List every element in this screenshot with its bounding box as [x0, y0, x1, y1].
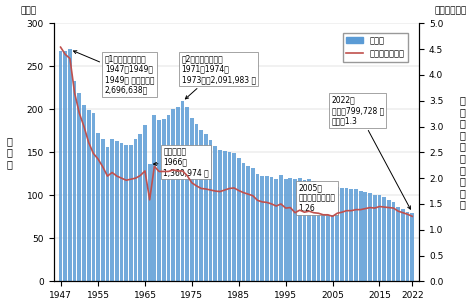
Bar	[134, 138, 137, 281]
Bar	[228, 152, 231, 281]
Bar	[185, 107, 189, 281]
Bar	[312, 181, 316, 281]
Bar	[359, 191, 363, 281]
Bar	[96, 133, 100, 281]
Text: 2005年
過去最低の出生率
1.26: 2005年 過去最低の出生率 1.26	[299, 183, 336, 213]
Bar	[181, 102, 184, 281]
Bar	[265, 176, 269, 281]
Bar	[349, 189, 353, 281]
Bar	[336, 188, 339, 281]
Bar	[382, 197, 386, 281]
Bar	[326, 186, 330, 281]
Bar	[246, 165, 250, 281]
Bar	[148, 164, 152, 281]
Bar	[260, 176, 264, 281]
Bar	[302, 180, 306, 281]
Bar	[255, 174, 259, 281]
Bar	[317, 182, 320, 281]
Bar	[354, 189, 358, 281]
Bar	[204, 134, 208, 281]
Bar	[223, 151, 227, 281]
Bar	[190, 118, 194, 281]
Bar	[298, 178, 301, 281]
Bar	[401, 209, 405, 281]
Bar	[232, 153, 236, 281]
Bar	[157, 120, 161, 281]
Legend: 出生数, 合計特殊出生率: 出生数, 合計特殊出生率	[343, 33, 408, 62]
Bar	[274, 179, 278, 281]
Bar	[162, 119, 165, 281]
Bar	[270, 177, 273, 281]
Bar	[64, 51, 67, 281]
Bar	[91, 113, 95, 281]
Bar	[77, 93, 81, 281]
Bar	[106, 147, 109, 281]
Bar	[396, 207, 400, 281]
Bar	[138, 134, 142, 281]
Bar	[378, 195, 381, 281]
Bar	[307, 179, 311, 281]
Bar	[340, 188, 344, 281]
Bar	[237, 158, 241, 281]
Text: ひのえうま
1966年
1,360,974 人: ひのえうま 1966年 1,360,974 人	[154, 147, 209, 177]
Bar	[101, 139, 105, 281]
Bar	[213, 146, 217, 281]
Bar	[82, 105, 86, 281]
Bar	[331, 190, 335, 281]
Bar	[115, 141, 118, 281]
Bar	[209, 140, 212, 281]
Text: （万）: （万）	[20, 6, 36, 15]
Bar	[153, 115, 156, 281]
Bar	[129, 145, 133, 281]
Bar	[143, 125, 147, 281]
Bar	[73, 80, 76, 281]
Y-axis label: 出
生
数: 出 生 数	[7, 136, 13, 169]
Bar	[406, 212, 410, 281]
Bar	[87, 111, 91, 281]
Bar	[119, 143, 123, 281]
Text: 2022年
出生数799,728 人
出生率1.3: 2022年 出生数799,728 人 出生率1.3	[331, 95, 410, 209]
Bar	[345, 188, 348, 281]
Bar	[176, 107, 180, 281]
Bar	[284, 179, 288, 281]
Bar	[279, 175, 283, 281]
Bar	[392, 202, 395, 281]
Bar	[289, 177, 292, 281]
Bar	[166, 115, 170, 281]
Bar	[387, 200, 391, 281]
Bar	[171, 109, 175, 281]
Bar	[242, 162, 246, 281]
Y-axis label: 合
計
特
殊
出
生
率
（
人
口: 合 計 特 殊 出 生 率 （ 人 口	[460, 95, 466, 210]
Bar	[59, 51, 63, 281]
Bar	[110, 139, 114, 281]
Bar	[373, 195, 377, 281]
Bar	[218, 150, 222, 281]
Bar	[293, 179, 297, 281]
Bar	[68, 49, 72, 281]
Text: 第2次ベビーブーム
1971～1974年
1973年　2,091,983 人: 第2次ベビーブーム 1971～1974年 1973年 2,091,983 人	[182, 54, 255, 99]
Bar	[321, 185, 325, 281]
Text: 第1次ベビーブーム
1947～1949年
1949年 出生数最多
2,696,638人: 第1次ベビーブーム 1947～1949年 1949年 出生数最多 2,696,6…	[73, 51, 154, 95]
Bar	[124, 145, 128, 281]
Bar	[364, 192, 367, 281]
Bar	[200, 130, 203, 281]
Text: （人口千対）: （人口千対）	[435, 6, 467, 15]
Bar	[410, 212, 414, 281]
Bar	[368, 193, 372, 281]
Bar	[251, 168, 255, 281]
Bar	[195, 124, 199, 281]
